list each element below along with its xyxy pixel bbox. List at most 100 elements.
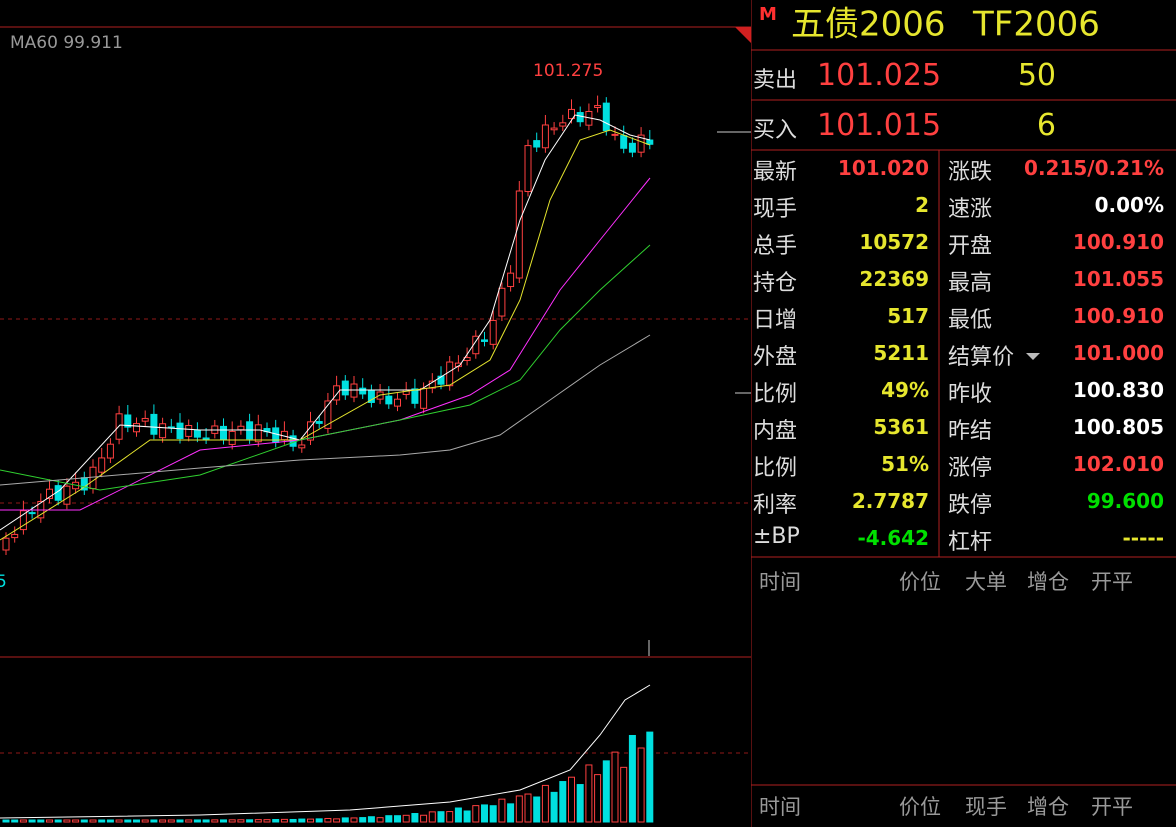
volume-bar bbox=[159, 819, 167, 823]
candle-body bbox=[46, 488, 53, 499]
volume-bar bbox=[280, 818, 288, 823]
volume-bar bbox=[507, 803, 515, 823]
table-header: 现手 bbox=[965, 795, 1007, 819]
volume-bar bbox=[228, 819, 236, 823]
candle-body bbox=[298, 444, 306, 449]
volume-bar bbox=[106, 819, 114, 823]
candle-body bbox=[202, 437, 210, 440]
volume-bar bbox=[89, 819, 97, 823]
volume-bar bbox=[568, 776, 575, 823]
table-header: 大单 bbox=[965, 570, 1007, 594]
volume-bar bbox=[367, 816, 375, 823]
stat-label: 现手 bbox=[753, 197, 798, 222]
stat-value: 10572 bbox=[859, 230, 929, 254]
volume-bar bbox=[324, 817, 332, 823]
quote-price: 101.025 bbox=[817, 58, 942, 93]
stat-label: 最低 bbox=[948, 308, 993, 333]
stat-value: 0.215/0.21% bbox=[1024, 156, 1164, 180]
volume-bar bbox=[211, 819, 219, 823]
volume-bar bbox=[611, 751, 619, 823]
volume-bar bbox=[350, 817, 358, 823]
stat-value: 2.7787 bbox=[851, 489, 929, 513]
candle-body bbox=[350, 383, 358, 398]
volume-bar bbox=[246, 819, 254, 823]
stat-label: 昨结 bbox=[948, 419, 993, 444]
moving-averages bbox=[0, 114, 651, 541]
stat-label: 日增 bbox=[753, 308, 798, 333]
volume-bar bbox=[2, 819, 10, 823]
candle-body bbox=[481, 339, 488, 342]
stat-value: ----- bbox=[1122, 526, 1164, 550]
open-interest-line bbox=[0, 684, 651, 819]
stat-value: 0.00% bbox=[1094, 193, 1164, 217]
candle-body bbox=[550, 127, 558, 131]
stat-label: 开盘 bbox=[948, 234, 993, 259]
stat-value: 100.910 bbox=[1072, 304, 1164, 328]
ma-line bbox=[0, 129, 651, 541]
candle-body bbox=[89, 466, 97, 490]
volume-bar bbox=[333, 818, 341, 823]
candle-body bbox=[620, 135, 628, 149]
quote-qty: 50 bbox=[1017, 58, 1056, 93]
volume-bar bbox=[646, 731, 654, 823]
candle-body bbox=[524, 145, 532, 193]
candle-body bbox=[150, 413, 158, 435]
candle-body bbox=[559, 122, 567, 127]
volume-bar bbox=[559, 781, 567, 823]
volume-bar bbox=[80, 819, 88, 823]
volume-bar bbox=[341, 817, 349, 823]
stat-label: 跌停 bbox=[948, 493, 993, 518]
volume-bar bbox=[272, 819, 280, 823]
stat-label: 内盘 bbox=[753, 419, 798, 444]
volume-bar bbox=[115, 819, 123, 823]
stat-label: 最新 bbox=[753, 160, 798, 185]
stat-value: 5361 bbox=[873, 415, 929, 439]
volume-bar bbox=[289, 818, 297, 823]
candle-body bbox=[394, 398, 401, 407]
candle-body bbox=[602, 102, 610, 132]
dropdown-arrow[interactable] bbox=[1026, 353, 1040, 360]
volume-bar bbox=[133, 819, 140, 823]
candle-body bbox=[594, 105, 602, 108]
stat-value: 100.805 bbox=[1072, 415, 1164, 439]
volume-bar bbox=[315, 818, 323, 823]
candle-body bbox=[628, 142, 636, 153]
candle-body bbox=[333, 385, 341, 401]
volume-bar bbox=[394, 815, 401, 823]
volume-bar bbox=[576, 784, 584, 823]
candle-body bbox=[133, 423, 140, 433]
stat-value: 101.000 bbox=[1072, 341, 1164, 365]
candle-body bbox=[533, 140, 541, 148]
table-header: 增仓 bbox=[1027, 570, 1069, 594]
candle-body bbox=[141, 417, 149, 422]
stat-value: 101.055 bbox=[1072, 267, 1164, 291]
volume-bar bbox=[54, 819, 62, 823]
candle-body bbox=[489, 319, 497, 345]
volume-bar bbox=[402, 814, 410, 823]
table-header: 时间 bbox=[759, 570, 801, 594]
candle-body bbox=[637, 134, 645, 153]
candle-body bbox=[28, 512, 36, 515]
volume-bar bbox=[585, 764, 593, 823]
volume-bar bbox=[19, 819, 27, 823]
stat-label: 涨跌 bbox=[948, 160, 993, 185]
ma-line bbox=[0, 244, 651, 491]
ma-line bbox=[0, 177, 651, 511]
candle-body bbox=[220, 425, 227, 441]
volume-bar bbox=[533, 796, 541, 823]
candle-body bbox=[124, 414, 132, 428]
volume-bar bbox=[411, 813, 419, 823]
candle-body bbox=[106, 443, 114, 459]
volume-bar bbox=[498, 798, 506, 823]
volume-bar bbox=[446, 811, 454, 823]
volume-bar bbox=[628, 734, 636, 823]
volume-bar bbox=[98, 819, 106, 823]
ma-line bbox=[0, 114, 651, 531]
candle-body bbox=[185, 424, 193, 437]
stat-value: 22369 bbox=[859, 267, 929, 291]
candle-body bbox=[437, 375, 445, 385]
candle-body bbox=[411, 388, 419, 404]
table-header: 价位 bbox=[899, 570, 941, 594]
stat-label: 持仓 bbox=[753, 271, 798, 296]
market-marker: M bbox=[759, 4, 777, 25]
